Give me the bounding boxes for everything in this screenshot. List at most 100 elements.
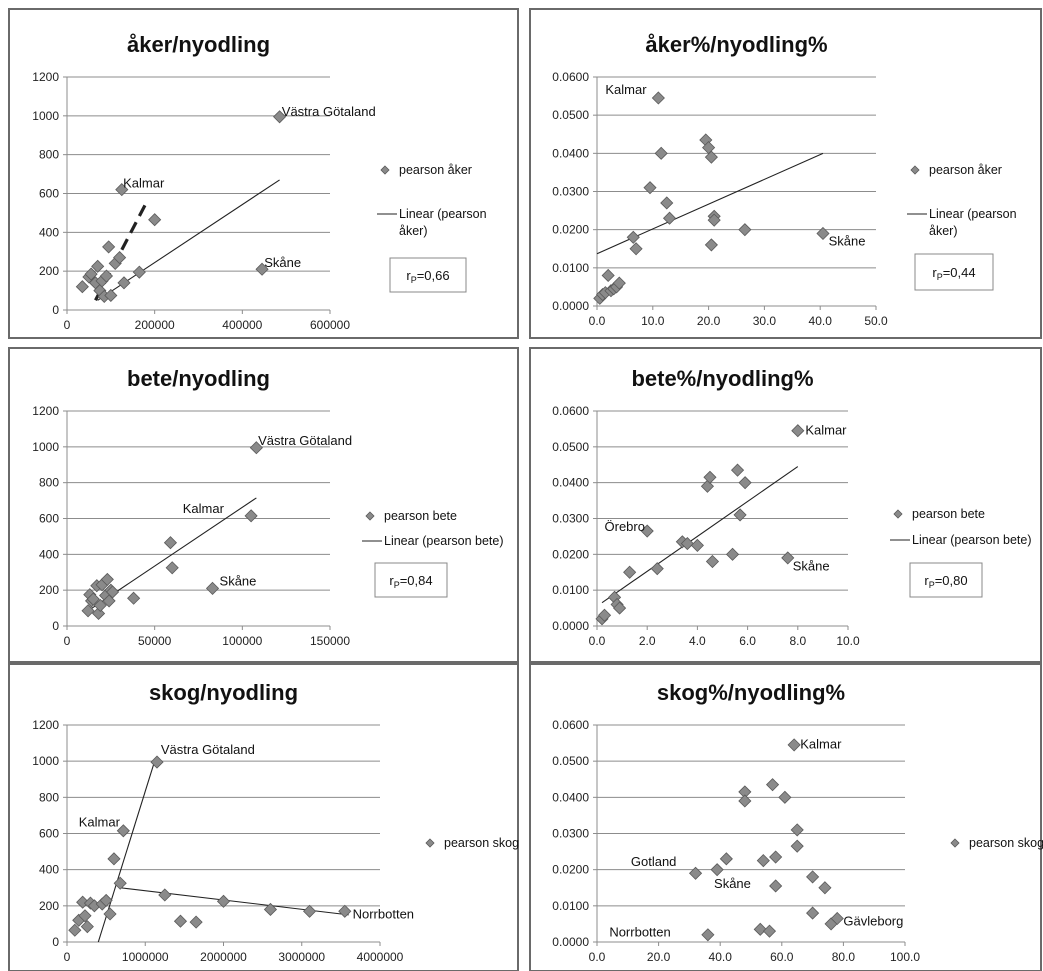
correlation-text: rP=0,44 [932, 265, 975, 282]
y-tick-label: 200 [39, 264, 59, 278]
x-tick-label: 50.0 [864, 314, 888, 328]
point-annotation: Västra Götaland [282, 104, 376, 119]
data-point [249, 441, 263, 455]
x-tick-label: 50000 [138, 634, 172, 648]
x-tick-label: 6.0 [739, 634, 756, 648]
correlation-value: =0,66 [417, 268, 450, 283]
y-tick-label: 200 [39, 899, 59, 913]
data-point [650, 562, 664, 576]
data-point [117, 276, 131, 290]
y-tick-label: 0.0100 [552, 583, 589, 597]
x-tick-label: 0 [64, 318, 71, 332]
x-tick-label: 4.0 [689, 634, 706, 648]
chart-panel: skog/nyodling 0 200 400 600 800 1000 1200 0 10000… [8, 663, 519, 971]
data-point [753, 922, 767, 936]
y-tick-label: 1000 [32, 754, 59, 768]
y-tick-label: 0.0000 [552, 299, 589, 313]
data-point [165, 561, 179, 575]
x-tick-label: 200000 [135, 318, 175, 332]
data-point [643, 181, 657, 195]
legend-line-label: Linear (pearson bete) [384, 534, 504, 548]
point-annotation: Skåne [829, 234, 866, 249]
x-tick-label: 3000000 [278, 950, 325, 964]
x-tick-label: 4000000 [357, 950, 404, 964]
data-point [705, 554, 720, 569]
data-point [703, 470, 717, 484]
y-tick-label: 1200 [32, 404, 59, 418]
correlation-text: rP=0,84 [389, 573, 432, 590]
data-point [601, 268, 615, 283]
chart-title: bete/nyodling [127, 366, 270, 391]
y-tick-label: 0.0100 [552, 899, 589, 913]
panel-border [529, 347, 1042, 663]
legend-label: pearson åker [399, 163, 472, 177]
data-point [273, 110, 287, 124]
data-point [769, 879, 783, 893]
x-tick-label: 30.0 [753, 314, 777, 328]
y-tick-label: 0.0400 [552, 790, 589, 804]
legend-label: pearson bete [384, 509, 457, 523]
x-tick-label: 0.0 [589, 950, 606, 964]
x-tick-label: 2000000 [200, 950, 247, 964]
y-tick-label: 0.0300 [552, 512, 589, 526]
data-point [189, 915, 203, 929]
x-tick-label: 80.0 [832, 950, 856, 964]
data-point [654, 146, 668, 160]
y-tick-label: 0.0100 [552, 261, 589, 275]
data-point [150, 755, 164, 769]
data-point [158, 888, 172, 902]
correlation-subscript: P [937, 272, 943, 282]
point-annotation: Gotland [631, 854, 677, 869]
legend-line-label: Linear (pearson [929, 207, 1017, 221]
y-tick-label: 400 [39, 225, 59, 239]
data-point [78, 909, 92, 923]
panel-border [529, 8, 1042, 339]
data-point [629, 242, 643, 256]
data-point [107, 852, 121, 866]
chart-title: bete%/nyodling% [631, 366, 813, 391]
x-tick-label: 2.0 [639, 634, 656, 648]
legend-marker [425, 838, 435, 848]
data-point [76, 895, 90, 909]
legend-label: pearson bete [912, 507, 985, 521]
data-point [255, 262, 269, 276]
data-point [597, 608, 612, 622]
correlation-box: rP=0,80 [909, 562, 983, 598]
x-tick-label: 100.0 [890, 950, 920, 964]
chart-panel: åker/nyodling 0 200 400 600 800 1000 1200 0 20000… [8, 8, 519, 339]
legend-line-label: åker) [399, 224, 427, 238]
correlation-symbol: r [932, 265, 937, 280]
data-point [100, 572, 114, 586]
y-tick-label: 800 [39, 476, 59, 490]
y-tick-label: 0.0500 [552, 440, 589, 454]
data-point [338, 904, 352, 918]
data-point [99, 893, 113, 907]
data-point [93, 598, 107, 612]
chart-title: åker/nyodling [127, 32, 270, 57]
x-tick-label: 8.0 [789, 634, 806, 648]
correlation-box-border [914, 253, 994, 291]
y-tick-label: 0.0200 [552, 863, 589, 877]
data-point [651, 91, 665, 105]
x-tick-label: 40.0 [809, 314, 833, 328]
trendline [97, 179, 280, 301]
correlation-text: rP=0,80 [924, 573, 967, 590]
point-annotation: Norrbotten [353, 906, 414, 921]
x-tick-label: 10.0 [641, 314, 665, 328]
point-annotation: Västra Götaland [161, 742, 255, 757]
data-point [115, 183, 129, 197]
chart-panel: skog%/nyodling% 0.0000 0.0100 0.0200 0.0300 0… [529, 663, 1043, 971]
data-point [216, 894, 231, 908]
data-point [738, 223, 752, 237]
data-point [707, 213, 721, 227]
point-annotation: Norrbotten [609, 925, 670, 940]
legend-label: pearson skog [444, 836, 519, 850]
data-point [704, 150, 718, 164]
data-point [626, 230, 640, 244]
point-annotation: Kalmar [800, 737, 842, 752]
data-point [660, 196, 674, 210]
correlation-box: rP=0,44 [914, 253, 994, 291]
data-point [806, 906, 820, 920]
correlation-subscript: P [394, 580, 400, 590]
correlation-symbol: r [924, 573, 929, 588]
